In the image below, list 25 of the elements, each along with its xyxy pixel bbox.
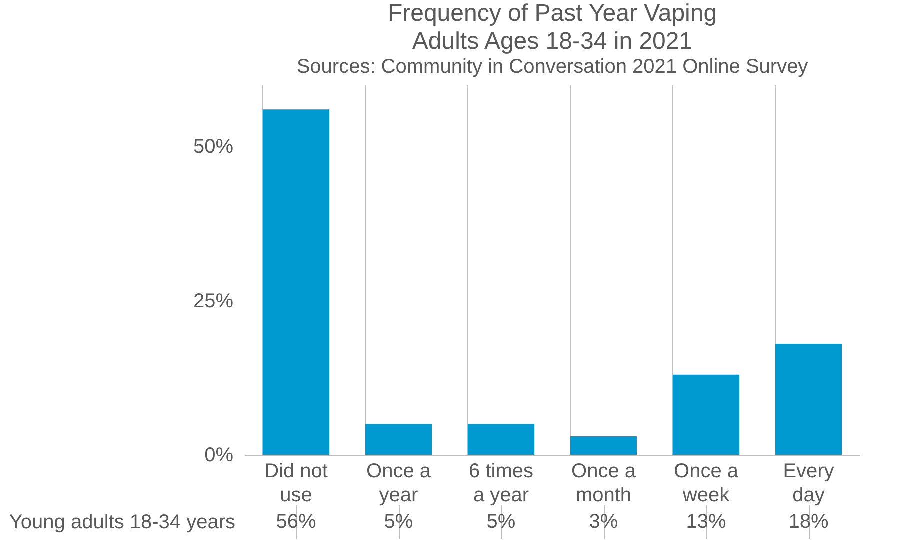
data-label: 5% [486, 511, 516, 533]
bar [262, 110, 330, 455]
x-tick-label: Once a month [572, 460, 637, 506]
text: Young adults 18-34 years [9, 512, 236, 534]
bar [365, 424, 432, 455]
bar [570, 436, 638, 455]
bar [468, 424, 535, 455]
data-label: 5% [384, 511, 414, 533]
x-tick-label: Every day [783, 460, 834, 506]
x-tick-label: Once a week [674, 460, 740, 506]
data-label: 13% [686, 511, 726, 533]
data-label: 56% [276, 511, 316, 533]
y-tick-label: 50% [193, 136, 234, 158]
y-tick-label: 0% [204, 444, 234, 466]
x-tick-label: Once a year [366, 460, 432, 506]
chart-title: Frequency of Past Year Vaping [388, 0, 718, 27]
source-note: Sources: Community in Conversation 2021 Online Survey [296, 56, 808, 78]
y-tick-label: 25% [193, 290, 234, 312]
data-label: 18% [788, 511, 829, 533]
x-tick-label: 6 times a year [469, 460, 534, 506]
x-tick-label: Did not use [264, 460, 328, 506]
chart-subtitle: Adults Ages 18-34 in 2021 [412, 28, 693, 55]
data-label: 3% [589, 511, 618, 533]
bar [672, 374, 740, 455]
bar [775, 344, 842, 455]
